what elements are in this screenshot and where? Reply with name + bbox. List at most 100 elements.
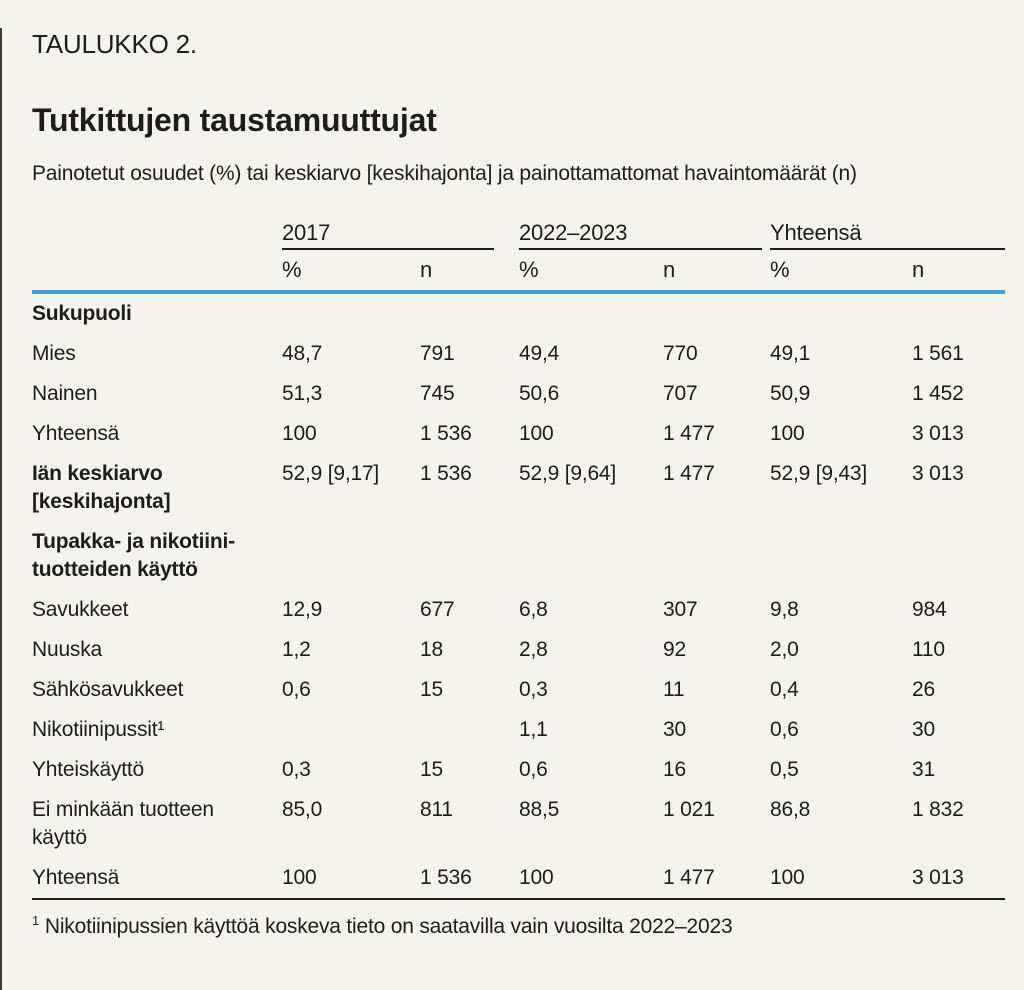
cell-value: 50,9	[770, 382, 811, 405]
table-row: Nuuska 1,2 18 2,8 92 2,0 110	[32, 630, 1005, 670]
cell-value: 51,3	[282, 382, 323, 405]
cell-value: 1 536	[420, 462, 472, 485]
cell-value: 1 021	[663, 798, 715, 821]
column-subheader: n	[420, 257, 433, 282]
row-label: Mies	[32, 342, 76, 365]
column-subheader: %	[282, 257, 302, 282]
cell-value: 31	[912, 758, 935, 781]
table-row: Yhteiskäyttö 0,3 15 0,6 16 0,5 31	[32, 750, 1005, 790]
cell-value: 2,0	[770, 638, 799, 661]
footnote: 1 Nikotiinipussien käyttöä koskeva tieto…	[32, 907, 1005, 941]
column-subheader: n	[912, 257, 925, 282]
cell-value: 1,2	[282, 638, 311, 661]
cell-value: 6,8	[519, 598, 548, 621]
cell-value: 26	[912, 678, 935, 701]
cell-value: 1,1	[519, 718, 548, 741]
cell-value: 88,5	[519, 798, 560, 821]
header-accent-rule	[32, 290, 1005, 294]
background-variables-table: 2017 2022–2023 Yhteensä % n % n % n Suku…	[32, 214, 1005, 900]
cell-value: 9,8	[770, 598, 799, 621]
cell-value: 0,5	[770, 758, 799, 781]
table-row: Nikotiinipussit¹ 1,1 30 0,6 30	[32, 710, 1005, 750]
cell-value: 52,9 [9,64]	[519, 462, 617, 485]
row-label: Nuuska	[32, 638, 103, 661]
cell-value: 745	[420, 382, 455, 405]
empty-header-cell	[32, 250, 282, 290]
cell-value: 0,6	[770, 718, 799, 741]
column-subheader: %	[770, 257, 790, 282]
cell-value: 1 452	[912, 382, 964, 405]
row-label: Iän keskiarvo [keskihajonta]	[32, 462, 171, 513]
cell-value: 1 561	[912, 342, 964, 365]
cell-value: 11	[663, 678, 685, 701]
cell-value: 0,6	[519, 758, 548, 781]
cell-value: 100	[282, 422, 317, 445]
table-row: Savukkeet 12,9 677 6,8 307 9,8 984	[32, 590, 1005, 630]
table-kicker: TAULUKKO 2.	[32, 29, 197, 59]
cell-value: 307	[663, 598, 698, 621]
table-row: Ei minkään tuotteen käyttö 85,0 811 88,5 1 0…	[32, 790, 1005, 858]
table-page: TAULUKKO 2. Tutkittujen taustamuuttujat …	[2, 28, 1024, 941]
column-group-2022-2023: 2022–2023	[519, 214, 762, 250]
cell-value: 984	[912, 598, 947, 621]
cell-value: 0,3	[519, 678, 548, 701]
cell-value: 18	[420, 638, 443, 661]
cell-value: 3 013	[912, 462, 964, 485]
column-subheader: n	[663, 257, 676, 282]
row-label: Nikotiinipussit¹	[32, 718, 165, 741]
cell-value: 49,1	[770, 342, 811, 365]
cell-value: 1 536	[420, 422, 472, 445]
row-label: Nainen	[32, 382, 98, 405]
section-row: Sukupuoli	[32, 294, 1005, 334]
column-group-2017: 2017	[282, 214, 494, 250]
section-row: Tupakka- ja nikotiini- tuotteiden käyttö	[32, 522, 1005, 590]
cell-value: 3 013	[912, 866, 964, 889]
cell-value: 0,3	[282, 758, 311, 781]
cell-value: 12,9	[282, 598, 323, 621]
cell-value: 791	[420, 342, 455, 365]
cell-value: 16	[663, 758, 686, 781]
table-row: Nainen 51,3 745 50,6 707 50,9 1 452	[32, 374, 1005, 414]
cell-value: 15	[420, 678, 443, 701]
cell-value: 110	[912, 638, 945, 661]
cell-value: 3 013	[912, 422, 964, 445]
table-row: Sähkösavukkeet 0,6 15 0,3 11 0,4 26	[32, 670, 1005, 710]
cell-value: 100	[282, 866, 317, 889]
cell-value: 100	[519, 422, 554, 445]
cell-value: 15	[420, 758, 443, 781]
cell-value: 85,0	[282, 798, 323, 821]
cell-value	[420, 716, 519, 744]
column-subheader-row: % n % n % n	[32, 250, 1005, 290]
cell-value: 52,9 [9,17]	[282, 462, 380, 485]
footnote-marker: 1	[32, 913, 40, 928]
cell-value: 677	[420, 598, 455, 621]
row-label: Savukkeet	[32, 598, 129, 621]
table-subtitle: Painotetut osuudet (%) tai keskiarvo [ke…	[32, 162, 857, 185]
cell-value: 30	[912, 718, 935, 741]
row-label: Yhteiskäyttö	[32, 758, 144, 781]
cell-value: 811	[420, 798, 453, 821]
row-label: Ei minkään tuotteen käyttö	[32, 798, 214, 849]
table-row: Mies 48,7 791 49,4 770 49,1 1 561	[32, 334, 1005, 374]
cell-value: 49,4	[519, 342, 560, 365]
cell-value: 1 477	[663, 866, 715, 889]
cell-value: 1 536	[420, 866, 472, 889]
table-row: Yhteensä 100 1 536 100 1 477 100 3 013	[32, 414, 1005, 454]
cell-value: 100	[770, 422, 805, 445]
cell-value: 48,7	[282, 342, 323, 365]
column-group-yhteensa: Yhteensä	[770, 214, 1005, 250]
cell-value: 100	[519, 866, 554, 889]
cell-value: 1 832	[912, 798, 964, 821]
cell-value: 770	[663, 342, 698, 365]
cell-value: 1 477	[663, 422, 715, 445]
footnote-text: Nikotiinipussien käyttöä koskeva tieto o…	[44, 915, 733, 938]
cell-value: 52,9 [9,43]	[770, 462, 868, 485]
column-subheader: %	[519, 257, 539, 282]
cell-value: 30	[663, 718, 686, 741]
page-title: Tutkittujen taustamuuttujat	[32, 102, 437, 138]
table-bottom-rule	[32, 898, 1005, 900]
cell-value: 92	[663, 638, 686, 661]
cell-value: 100	[770, 866, 805, 889]
row-label: Tupakka- ja nikotiini- tuotteiden käyttö	[32, 530, 235, 581]
table-row: Yhteensä 100 1 536 100 1 477 100 3 013	[32, 858, 1005, 898]
